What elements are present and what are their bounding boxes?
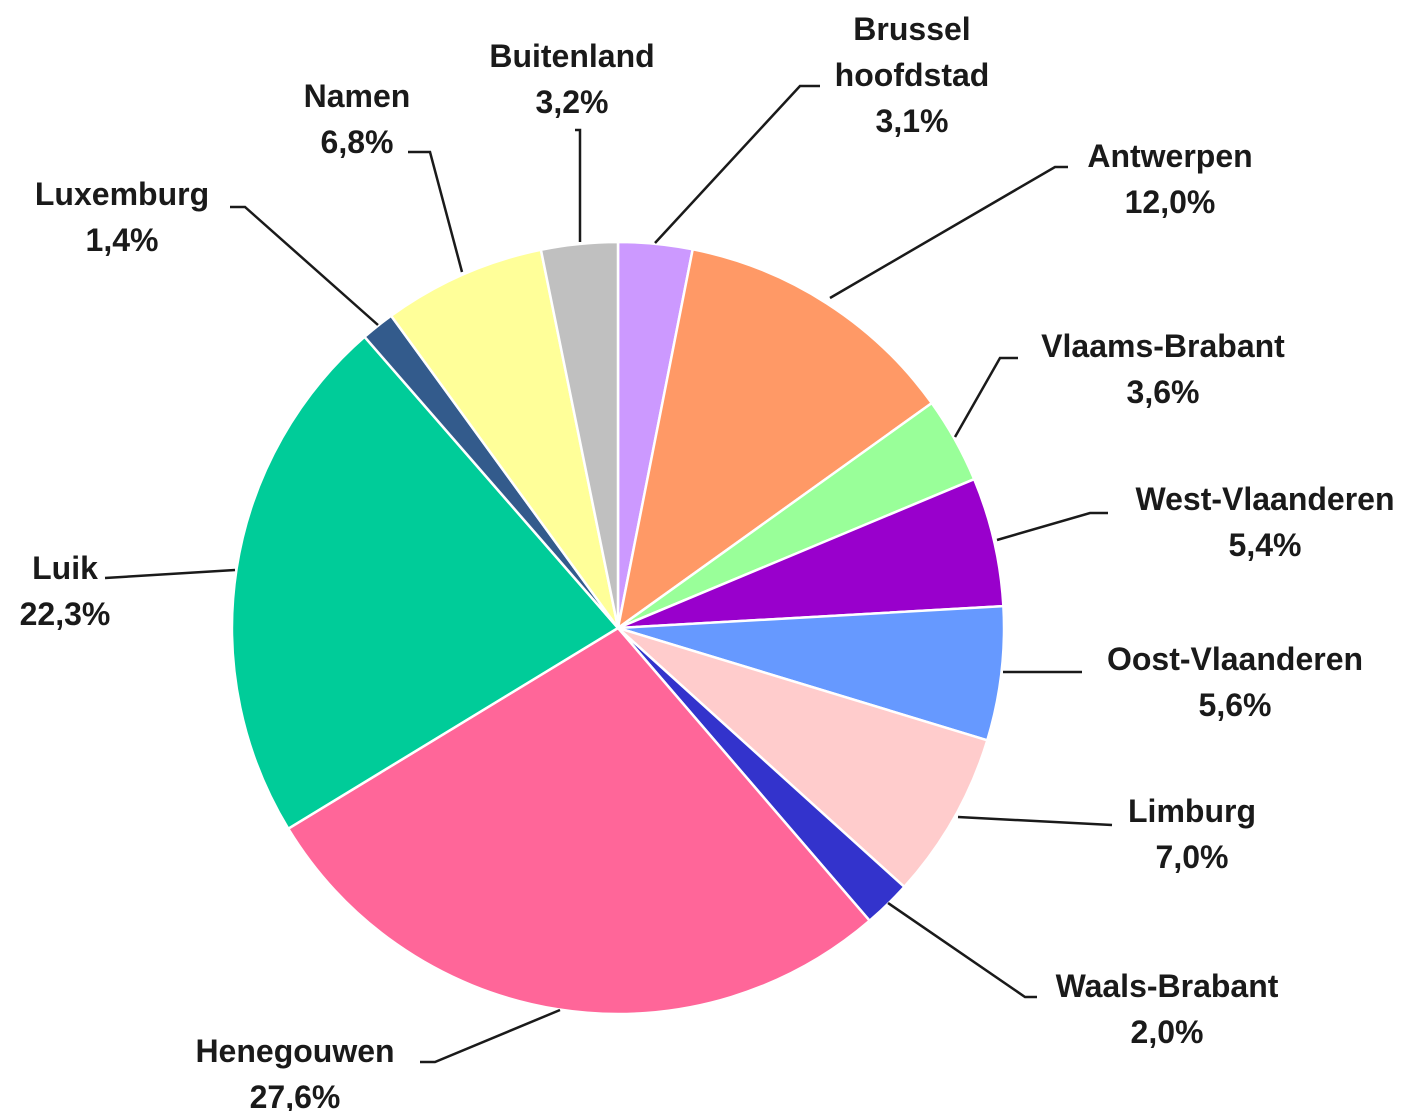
category-label: Luik — [32, 550, 98, 586]
leader-line — [654, 84, 820, 244]
value-label: 1,4% — [86, 222, 159, 258]
value-label: 3,6% — [1127, 374, 1200, 410]
pie-slice — [230, 335, 620, 831]
value-label: 22,3% — [20, 596, 111, 632]
category-label: Antwerpen — [1087, 138, 1252, 174]
leader-line — [996, 511, 1108, 542]
leader-line — [408, 150, 464, 273]
value-label: 3,2% — [536, 84, 609, 120]
category-label: Vlaams-Brabant — [1041, 328, 1285, 364]
leader-line — [575, 128, 582, 242]
pie-slice — [617, 626, 989, 889]
leader-line — [887, 901, 1037, 999]
category-label: West-Vlaanderen — [1135, 481, 1394, 517]
pie-slice — [286, 626, 872, 1016]
pie-slice — [616, 247, 934, 631]
category-label: Buitenland — [489, 38, 654, 74]
leader-line — [957, 815, 1113, 827]
category-label: Brussel hoofdstad — [835, 11, 990, 93]
leader-line — [230, 205, 379, 326]
leader-line — [829, 165, 1068, 300]
value-label: 7,0% — [1156, 839, 1229, 875]
value-label: 5,4% — [1229, 527, 1302, 563]
category-label: Limburg — [1128, 793, 1256, 829]
value-label: 6,8% — [321, 124, 394, 160]
category-label: Henegouwen — [195, 1033, 394, 1069]
value-label: 27,6% — [250, 1079, 341, 1111]
value-label: 5,6% — [1199, 687, 1272, 723]
pie-slice — [617, 604, 1006, 742]
leader-line — [104, 568, 236, 580]
pie-slice — [539, 240, 620, 629]
category-label: Waals-Brabant — [1056, 968, 1279, 1004]
value-label: 2,0% — [1131, 1014, 1204, 1050]
category-label: Oost-Vlaanderen — [1107, 641, 1363, 677]
leader-line — [953, 356, 1018, 438]
value-label: 3,1% — [876, 103, 949, 139]
category-label: Namen — [304, 78, 411, 114]
category-label: Luxemburg — [35, 176, 209, 212]
value-label: 12,0% — [1125, 184, 1216, 220]
pie-slice — [389, 248, 620, 629]
leader-line — [420, 1008, 561, 1064]
